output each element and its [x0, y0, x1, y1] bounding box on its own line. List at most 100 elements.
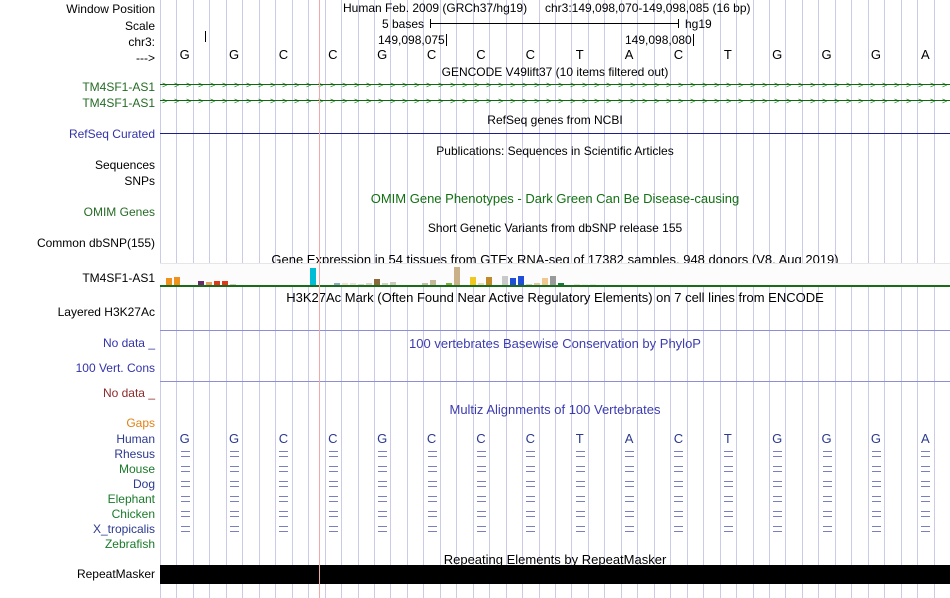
- multiz-gap-mark: [427, 466, 437, 472]
- h3k27ac-track-title[interactable]: H3K27Ac Mark (Often Found Near Active Re…: [286, 290, 824, 305]
- gtex-tissue-bar[interactable]: [518, 275, 524, 286]
- gtex-tissue-bar[interactable]: [558, 282, 564, 286]
- strand-arrow-icon: >: [186, 96, 192, 106]
- gtex-tissue-bar[interactable]: [550, 275, 556, 286]
- gtex-tissue-bar[interactable]: [166, 277, 172, 286]
- gtex-tissue-bar[interactable]: [374, 279, 380, 286]
- sequence-base: G: [229, 47, 240, 62]
- multiz-gap-mark: [674, 466, 684, 472]
- gtex-tissue-bar[interactable]: [430, 279, 436, 286]
- sequence-base: G: [772, 47, 783, 62]
- track-data-pane[interactable]: Human Feb. 2009 (GRCh37/hg19) chr3:149,0…: [160, 0, 950, 598]
- multiz-base: G: [229, 431, 240, 446]
- multiz-gap-mark: [230, 511, 240, 517]
- multiz-gap-mark: [575, 451, 585, 457]
- gtex-tissue-bar[interactable]: [446, 282, 452, 286]
- multiz-track-title[interactable]: Multiz Alignments of 100 Vertebrates: [449, 402, 661, 417]
- omim-track-title[interactable]: OMIM Gene Phenotypes - Dark Green Can Be…: [370, 191, 740, 206]
- track-label-refseq-curated[interactable]: RefSeq Curated: [68, 127, 155, 141]
- strand-arrow-icon: >: [906, 96, 912, 106]
- multiz-species-label-elephant[interactable]: Elephant: [107, 492, 155, 506]
- track-label-omim-genes[interactable]: OMIM Genes: [83, 205, 155, 219]
- refseq-track-title[interactable]: RefSeq genes from NCBI: [487, 113, 623, 127]
- gtex-tissue-bar[interactable]: [198, 281, 204, 286]
- multiz-gap-mark: [625, 511, 635, 517]
- gtex-tissue-bar[interactable]: [502, 276, 508, 286]
- gtex-tissue-bar[interactable]: [174, 276, 180, 286]
- gtex-tissue-bar[interactable]: [222, 280, 228, 286]
- gtex-tissue-bar[interactable]: [454, 266, 460, 286]
- strand-arrow-icon: >: [582, 80, 588, 90]
- track-label-repeatmasker[interactable]: RepeatMasker: [76, 567, 155, 581]
- gencode-track-title[interactable]: GENCODE V49lift37 (10 items filtered out…: [441, 65, 669, 79]
- gtex-tissue-bar[interactable]: [486, 276, 492, 286]
- gtex-tissue-bar[interactable]: [342, 282, 348, 286]
- multiz-species-label-rhesus[interactable]: Rhesus: [114, 447, 155, 461]
- track-label-common-dbsnp[interactable]: Common dbSNP(155): [36, 236, 155, 250]
- track-label-gtex-gene[interactable]: TM4SF1-AS1: [82, 271, 155, 285]
- strand-arrow-icon: >: [738, 80, 744, 90]
- gtex-tissue-bar[interactable]: [206, 281, 212, 286]
- multiz-species-label-mouse[interactable]: Mouse: [118, 462, 155, 476]
- multiz-gap-mark: [575, 526, 585, 532]
- multiz-gap-mark: [328, 511, 338, 517]
- h3k27ac-divider: [160, 330, 950, 331]
- gencode-transcript-row-2[interactable]: > > > > > > > > > > > > > > > > > > > > > > > > > > > > > > > > > > > > > > > >…: [160, 96, 950, 106]
- gtex-tissue-bar[interactable]: [542, 278, 548, 286]
- multiz-species-label-human[interactable]: Human: [116, 432, 155, 446]
- multiz-gap-mark: [822, 526, 832, 532]
- strand-arrow-icon: >: [522, 96, 528, 106]
- sequence-base: C: [673, 47, 684, 62]
- multiz-species-label-zebrafish[interactable]: Zebrafish: [104, 537, 155, 551]
- strand-arrow-icon: >: [798, 80, 804, 90]
- multiz-species-label-dog[interactable]: Dog: [132, 477, 155, 491]
- gtex-tissue-bar[interactable]: [534, 283, 540, 286]
- publications-track-title[interactable]: Publications: Sequences in Scientific Ar…: [436, 144, 674, 158]
- gtex-expression-barchart[interactable]: [160, 263, 950, 286]
- multiz-gap-mark: [378, 466, 388, 472]
- strand-arrow-icon: >: [330, 96, 336, 106]
- multiz-base: G: [772, 431, 783, 446]
- strand-arrow-icon: >: [750, 96, 756, 106]
- repeatmasker-feature-bar[interactable]: [160, 565, 950, 584]
- window-left-boundary-line: [319, 0, 320, 598]
- sequence-base: A: [920, 47, 930, 62]
- multiz-species-label-x_tropicalis[interactable]: X_tropicalis: [92, 522, 155, 536]
- multiz-gap-mark: [625, 466, 635, 472]
- phylop-divider: [160, 381, 950, 382]
- gtex-tissue-bar[interactable]: [310, 268, 316, 286]
- multiz-gap-mark: [822, 481, 832, 487]
- gtex-tissue-bar[interactable]: [382, 282, 388, 286]
- multiz-gap-mark: [476, 511, 486, 517]
- repeatmasker-track-title[interactable]: Repeating Elements by RepeatMasker: [443, 552, 667, 567]
- track-label-100-vert-cons[interactable]: 100 Vert. Cons: [75, 361, 155, 375]
- gtex-tissue-bar[interactable]: [510, 278, 516, 286]
- gtex-tissue-bar[interactable]: [334, 282, 340, 286]
- strand-arrow-icon: >: [162, 80, 168, 90]
- gencode-transcript-row-1[interactable]: > > > > > > > > > > > > > > > > > > > > > > > > > > > > > > > > > > > > > > > >…: [160, 80, 950, 90]
- gtex-tissue-bar[interactable]: [390, 282, 396, 286]
- gtex-tissue-bar[interactable]: [366, 283, 372, 286]
- track-label-publications-snps[interactable]: SNPs: [124, 174, 155, 188]
- strand-arrow-icon: >: [474, 96, 480, 106]
- multiz-species-label-chicken[interactable]: Chicken: [111, 507, 155, 521]
- gtex-tissue-bar[interactable]: [478, 283, 484, 286]
- gtex-tissue-bar[interactable]: [526, 283, 532, 286]
- multiz-gap-mark: [921, 451, 931, 457]
- track-label-gencode-2[interactable]: TM4SF1-AS1: [82, 96, 155, 110]
- strand-arrow-icon: >: [498, 96, 504, 106]
- multiz-gap-mark: [723, 481, 733, 487]
- dbsnp-track-title[interactable]: Short Genetic Variants from dbSNP releas…: [427, 221, 683, 235]
- gtex-tissue-bar[interactable]: [574, 283, 580, 286]
- gtex-track-title[interactable]: Gene Expression in 54 tissues from GTEx …: [271, 252, 839, 267]
- track-label-gencode-1[interactable]: TM4SF1-AS1: [82, 80, 155, 94]
- phylop-track-title[interactable]: 100 vertebrates Basewise Conservation by…: [409, 336, 701, 351]
- gtex-tissue-bar[interactable]: [358, 283, 364, 286]
- track-label-layered-h3k27ac[interactable]: Layered H3K27Ac: [57, 305, 155, 319]
- strand-arrow-icon: >: [726, 96, 732, 106]
- gtex-tissue-bar[interactable]: [350, 283, 356, 286]
- gtex-tissue-bar[interactable]: [214, 281, 220, 286]
- gtex-tissue-bar[interactable]: [422, 283, 428, 286]
- track-label-publications-sequences[interactable]: Sequences: [94, 158, 155, 172]
- gtex-tissue-bar[interactable]: [470, 277, 476, 286]
